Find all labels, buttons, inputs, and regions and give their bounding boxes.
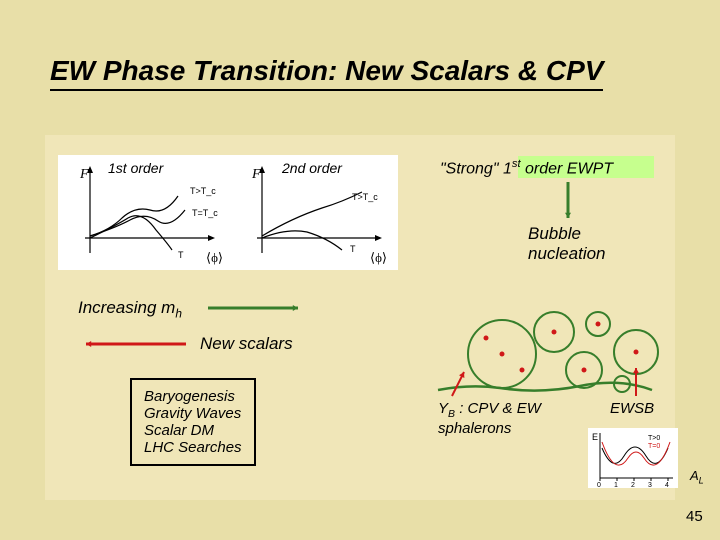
svg-text:3: 3 bbox=[648, 482, 652, 488]
new-scalars-label: New scalars bbox=[200, 334, 293, 354]
svg-text:T>T_c: T>T_c bbox=[352, 192, 378, 202]
yb-sub: B bbox=[448, 408, 455, 420]
svg-text:E: E bbox=[592, 432, 598, 442]
slide-title: EW Phase Transition: New Scalars & CPV bbox=[50, 55, 603, 91]
first-order-label: 1st order bbox=[108, 160, 163, 176]
slide: EW Phase Transition: New Scalars & CPV F… bbox=[0, 0, 720, 540]
title-text: EW Phase Transition: New Scalars & CPV bbox=[50, 55, 603, 86]
boxed-list-item: Scalar DM bbox=[144, 422, 242, 439]
svg-text:4: 4 bbox=[665, 482, 669, 488]
arrow-to-bubble bbox=[558, 172, 578, 228]
svg-text:⟨ϕ⟩: ⟨ϕ⟩ bbox=[206, 250, 223, 265]
ewsb-arrow bbox=[626, 358, 646, 406]
ewpt-pre: 1 bbox=[499, 160, 512, 177]
mh-sub: h bbox=[175, 306, 182, 320]
bubble-line1: Bubble bbox=[528, 224, 606, 244]
svg-text:T>T_c: T>T_c bbox=[190, 186, 216, 196]
svg-text:T: T bbox=[178, 250, 184, 260]
bubble-nucleation-label: Bubble nucleation bbox=[528, 224, 606, 264]
svg-text:0: 0 bbox=[597, 482, 601, 488]
ewpt-sup: st bbox=[512, 158, 521, 170]
boxed-list-item: Baryogenesis bbox=[144, 388, 242, 405]
svg-text:F: F bbox=[79, 167, 89, 182]
ewpt-label: "Strong" 1st order EWPT bbox=[440, 158, 613, 178]
svg-text:T=T_c: T=T_c bbox=[192, 208, 218, 218]
mh-pre: Increasing m bbox=[78, 298, 175, 317]
boxed-list-item: Gravity Waves bbox=[144, 405, 242, 422]
svg-text:⟨ϕ⟩: ⟨ϕ⟩ bbox=[370, 250, 387, 265]
bubble-line2: nucleation bbox=[528, 244, 606, 264]
yb-line2: sphalerons bbox=[438, 420, 541, 437]
boxed-list-item: LHC Searches bbox=[144, 439, 242, 456]
svg-text:T=0: T=0 bbox=[648, 443, 660, 450]
boxed-list: BaryogenesisGravity WavesScalar DMLHC Se… bbox=[130, 378, 256, 466]
arrow-new-scalars bbox=[76, 334, 196, 354]
arrow-mh bbox=[198, 298, 308, 318]
potential-plot: E 0 1 2 3 4 T>0T=0 bbox=[588, 428, 678, 488]
svg-text:T>0: T>0 bbox=[648, 435, 660, 442]
al-label: AL bbox=[690, 468, 704, 486]
second-order-label: 2nd order bbox=[282, 160, 342, 176]
increasing-mh-label: Increasing mh bbox=[78, 298, 182, 320]
al-sub: L bbox=[699, 476, 704, 486]
al-pre: A bbox=[690, 468, 699, 483]
svg-text:2: 2 bbox=[631, 482, 635, 488]
svg-text:1: 1 bbox=[614, 482, 618, 488]
quote-strong: "Strong" bbox=[440, 160, 499, 177]
svg-text:T: T bbox=[350, 244, 356, 254]
page-number: 45 bbox=[686, 508, 703, 525]
svg-text:F: F bbox=[251, 167, 261, 182]
yb-arrow bbox=[442, 362, 474, 406]
title-underline bbox=[50, 89, 603, 91]
